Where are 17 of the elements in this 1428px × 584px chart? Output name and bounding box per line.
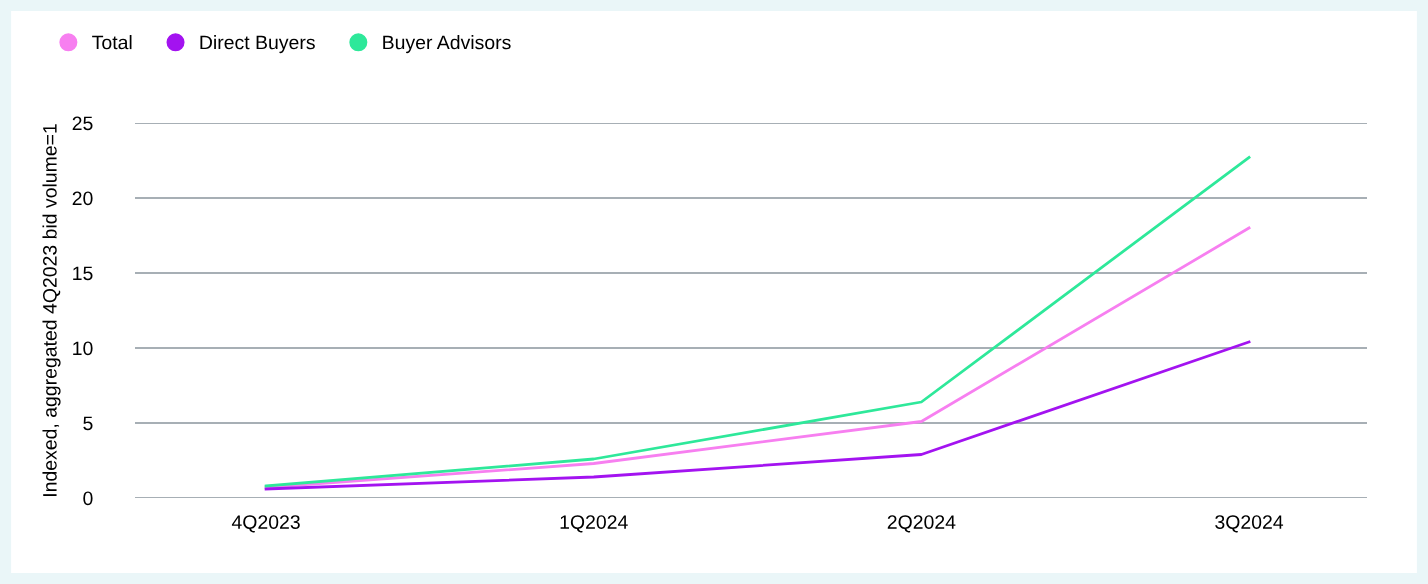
x-tick-label: 3Q2024 (1215, 515, 1284, 533)
line-series (264, 226, 1251, 489)
line-series (264, 340, 1251, 491)
y-axis-title: Indexed, aggregated 4Q2023 bid volume=1 (42, 124, 61, 496)
y-tick-label: 0 (83, 491, 93, 506)
legend-label: Direct Buyers (200, 35, 315, 54)
y-tick-label: 15 (73, 266, 93, 281)
x-tick-label: 1Q2024 (560, 515, 628, 533)
legend-label: Buyer Advisors (383, 35, 511, 54)
y-tick-label: 25 (72, 116, 93, 131)
x-tick-label: 2Q2024 (887, 515, 956, 533)
y-tick-label: 10 (73, 341, 93, 356)
y-tick-label: 20 (72, 191, 93, 206)
line-series (264, 156, 1251, 488)
x-tick-label: 4Q2023 (231, 515, 300, 533)
y-tick-label: 5 (83, 416, 93, 431)
legend-label: Total (92, 35, 132, 50)
